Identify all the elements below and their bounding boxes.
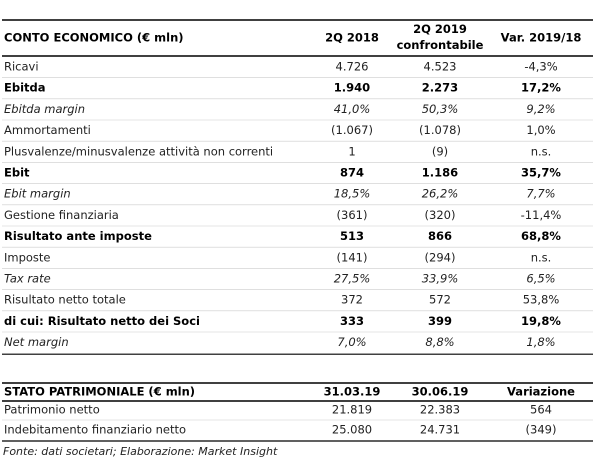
cell: 18,5% — [334, 187, 371, 201]
cell: (294) — [425, 250, 456, 264]
cell: -4,3% — [524, 60, 557, 74]
cell: 22.383 — [420, 403, 460, 417]
cell: 68,8% — [521, 229, 561, 243]
cell: (1.067) — [331, 123, 373, 137]
header-cell: STATO PATRIMONIALE (€ mln) — [4, 385, 195, 399]
cell: 2.273 — [422, 81, 458, 95]
cell: 372 — [341, 293, 363, 307]
cell: 1,0% — [526, 123, 555, 137]
cell: 21.819 — [332, 403, 372, 417]
cell: 19,8% — [521, 314, 561, 328]
row-label: Imposte — [4, 250, 51, 264]
row-label: Gestione finanziaria — [4, 208, 119, 222]
cell: 6,5% — [526, 272, 555, 286]
cell: -11,4% — [521, 208, 562, 222]
row-label: Risultato ante imposte — [4, 229, 152, 243]
cell: 866 — [428, 229, 452, 243]
cell: 572 — [429, 293, 451, 307]
cell: 399 — [428, 314, 452, 328]
cell: 17,2% — [521, 81, 561, 95]
cell: 33,9% — [422, 272, 459, 286]
cell: 26,2% — [422, 187, 459, 201]
cell: 8,8% — [425, 335, 454, 349]
row-label: Tax rate — [4, 272, 51, 286]
row-label: di cui: Risultato netto dei Soci — [4, 314, 200, 328]
cell: 564 — [530, 403, 552, 417]
row-label: Ebitda margin — [4, 102, 85, 116]
cell: 1.940 — [334, 81, 370, 95]
cell: 41,0% — [334, 102, 371, 116]
cell: (320) — [425, 208, 456, 222]
cell: (1.078) — [419, 123, 461, 137]
cell: 513 — [340, 229, 364, 243]
cell: 50,3% — [422, 102, 459, 116]
header-cell: Variazione — [507, 385, 575, 399]
row-label: Plusvalenze/minusvalenze attività non co… — [4, 144, 273, 158]
cell: n.s. — [531, 250, 552, 264]
cell: 7,7% — [526, 187, 555, 201]
cell: 27,5% — [334, 272, 371, 286]
cell: 333 — [340, 314, 364, 328]
cell: (9) — [432, 144, 448, 158]
cell: 1,8% — [526, 335, 555, 349]
header-cell: 31.03.19 — [324, 385, 381, 399]
row-label: Risultato netto totale — [4, 293, 126, 307]
header-cell: 30.06.19 — [412, 385, 469, 399]
row-label: Net margin — [4, 335, 69, 349]
header-cell: Var. 2019/18 — [501, 31, 582, 45]
header-cell: CONTO ECONOMICO (€ mln) — [4, 31, 184, 45]
cell: (349) — [526, 423, 557, 437]
cell: 1.186 — [422, 166, 458, 180]
cell: 9,2% — [526, 102, 555, 116]
cell: (141) — [337, 250, 368, 264]
cell: 25.080 — [332, 423, 372, 437]
row-label: Ebit margin — [4, 187, 71, 201]
cell: 4.726 — [336, 60, 369, 74]
cell: 35,7% — [521, 166, 561, 180]
cell: (361) — [337, 208, 368, 222]
cell: 53,8% — [523, 293, 560, 307]
header-cell: 2Q 2018 — [325, 31, 379, 45]
cell: 874 — [340, 166, 364, 180]
row-label: Ebitda — [4, 81, 46, 95]
row-label: Ammortamenti — [4, 123, 91, 137]
cell: 4.523 — [424, 60, 457, 74]
cell: n.s. — [531, 144, 552, 158]
header-cell: 2Q 2019 confrontabile — [397, 22, 484, 52]
row-label: Ebit — [4, 166, 30, 180]
row-label: Patrimonio netto — [4, 403, 100, 417]
cell: 1 — [348, 144, 355, 158]
cell: 7,0% — [337, 335, 366, 349]
cell: 24.731 — [420, 423, 460, 437]
row-label: Ricavi — [4, 60, 39, 74]
row-label: Indebitamento finanziario netto — [4, 423, 186, 437]
footer: Fonte: dati societari; Elaborazione: Mar… — [3, 445, 278, 458]
